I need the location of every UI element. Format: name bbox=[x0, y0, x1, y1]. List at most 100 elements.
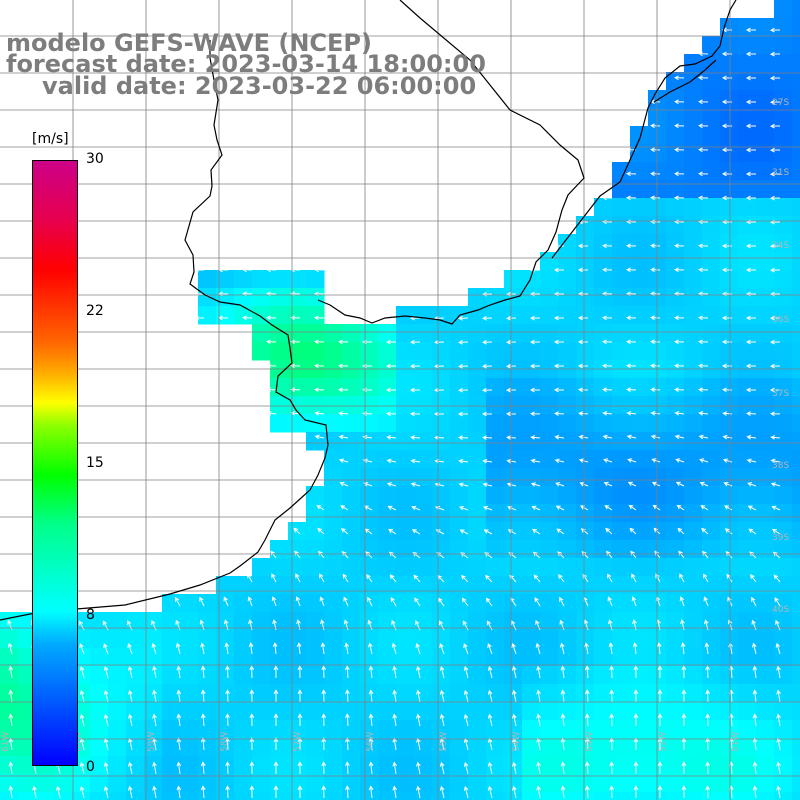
wind-arrow bbox=[769, 243, 781, 249]
wind-cell bbox=[666, 612, 685, 631]
wind-cell bbox=[378, 612, 397, 631]
wind-cell bbox=[432, 486, 451, 505]
wind-cell bbox=[774, 450, 793, 469]
wind-arrow bbox=[193, 267, 205, 273]
wind-cell bbox=[414, 414, 433, 433]
wind-arrow bbox=[674, 267, 685, 273]
wind-arrow bbox=[698, 363, 709, 369]
wind-cell bbox=[558, 684, 577, 703]
wind-arrow bbox=[674, 171, 685, 177]
wind-arrow bbox=[511, 761, 517, 775]
wind-cell bbox=[774, 72, 793, 91]
wind-cell bbox=[522, 270, 541, 289]
wind-cell bbox=[504, 666, 523, 685]
wind-arrow bbox=[626, 243, 637, 249]
wind-cell bbox=[558, 630, 577, 649]
wind-cell bbox=[450, 522, 469, 541]
wind-cell bbox=[468, 324, 487, 343]
wind-cell bbox=[666, 576, 685, 595]
wind-arrow bbox=[506, 482, 517, 487]
wind-cell bbox=[504, 432, 523, 451]
wind-cell bbox=[90, 702, 109, 721]
wind-cell bbox=[612, 504, 631, 523]
lon-label: 53W bbox=[585, 732, 595, 752]
wind-arrow bbox=[752, 761, 758, 775]
wind-arrow bbox=[609, 689, 615, 703]
wind-cell bbox=[162, 648, 181, 667]
wind-cell bbox=[702, 72, 721, 91]
wind-cell bbox=[630, 414, 649, 433]
wind-cell bbox=[756, 36, 775, 55]
wind-cell bbox=[576, 396, 595, 415]
wind-arrow bbox=[345, 761, 350, 775]
wind-cell bbox=[522, 504, 541, 523]
wind-cell bbox=[108, 630, 127, 649]
wind-cell bbox=[774, 180, 793, 199]
wind-arrow bbox=[700, 505, 709, 511]
wind-cell bbox=[684, 522, 703, 541]
wind-cell bbox=[666, 468, 685, 487]
wind-cell bbox=[180, 720, 199, 739]
wind-arrow bbox=[345, 713, 350, 727]
wind-cell bbox=[702, 216, 721, 235]
wind-cell bbox=[306, 720, 325, 739]
wind-arrow bbox=[535, 619, 541, 631]
wind-cell bbox=[540, 414, 559, 433]
wind-cell bbox=[738, 666, 757, 685]
wind-cell bbox=[720, 774, 739, 793]
wind-arrow bbox=[674, 339, 685, 345]
wind-cell bbox=[324, 720, 343, 739]
lon-label: 56W bbox=[366, 732, 376, 752]
wind-cell bbox=[324, 396, 343, 415]
wind-cell bbox=[522, 342, 541, 361]
wind-cell bbox=[612, 450, 631, 469]
wind-cell bbox=[774, 90, 793, 109]
wind-cell bbox=[594, 216, 613, 235]
wind-cell bbox=[756, 666, 775, 685]
wind-cell bbox=[432, 684, 451, 703]
wind-arrow bbox=[553, 267, 565, 273]
wind-arrow bbox=[553, 339, 565, 345]
wind-arrow bbox=[314, 339, 325, 345]
wind-arrow bbox=[482, 482, 493, 488]
wind-cell bbox=[450, 378, 469, 397]
wind-arrow bbox=[386, 482, 397, 487]
wind-cell bbox=[558, 756, 577, 775]
wind-cell bbox=[198, 720, 217, 739]
wind-arrow bbox=[152, 713, 157, 727]
wind-arrow bbox=[242, 267, 253, 273]
wind-cell bbox=[792, 144, 800, 163]
wind-cell bbox=[378, 576, 397, 595]
wind-cell bbox=[306, 738, 325, 757]
wind-arrow bbox=[626, 363, 637, 369]
colorbar-tick-22: 22 bbox=[86, 303, 104, 319]
wind-cell bbox=[198, 306, 217, 325]
wind-arrow bbox=[626, 339, 637, 345]
wind-cell bbox=[666, 414, 685, 433]
wind-cell bbox=[306, 522, 325, 541]
wind-arrow bbox=[656, 642, 662, 655]
coastline-east bbox=[551, 0, 737, 259]
wind-arrow bbox=[345, 689, 350, 703]
wind-arrow bbox=[747, 482, 757, 487]
wind-cell bbox=[180, 612, 199, 631]
wind-cell bbox=[504, 648, 523, 667]
wind-arrow bbox=[657, 785, 663, 799]
wind-arrow bbox=[554, 434, 565, 440]
wind-cell bbox=[684, 756, 703, 775]
wind-arrow bbox=[385, 339, 397, 345]
wind-cell bbox=[144, 738, 163, 757]
wind-cell bbox=[522, 396, 541, 415]
wind-cell bbox=[738, 648, 757, 667]
wind-cell bbox=[540, 612, 559, 631]
wind-cell bbox=[162, 684, 181, 703]
wind-cell bbox=[666, 270, 685, 289]
wind-cell bbox=[396, 792, 415, 800]
lat-label: 31S bbox=[772, 168, 789, 178]
wind-cell bbox=[270, 720, 289, 739]
wind-cell bbox=[288, 792, 307, 800]
wind-cell bbox=[540, 630, 559, 649]
wind-arrow bbox=[532, 528, 541, 535]
wind-cell bbox=[198, 288, 217, 307]
wind-arrow bbox=[633, 665, 639, 679]
